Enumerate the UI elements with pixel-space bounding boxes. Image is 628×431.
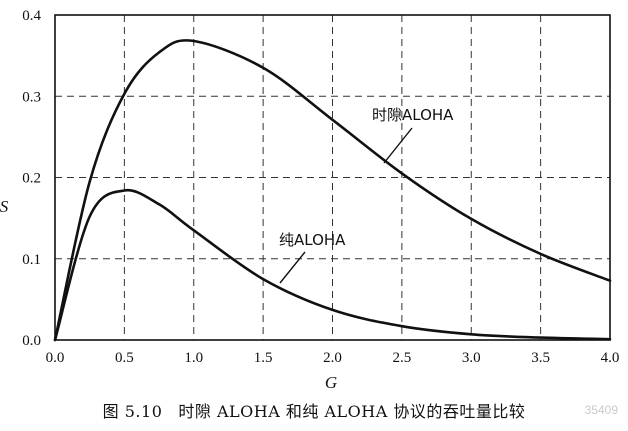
caption-text: 时隙 ALOHA 和纯 ALOHA 协议的吞吐量比较 (178, 402, 526, 421)
y-tick-label: 0.4 (22, 8, 41, 24)
y-tick-label: 0.1 (22, 252, 41, 268)
y-tick-label: 0.0 (22, 333, 41, 349)
x-tick-label: 3.0 (462, 350, 481, 366)
x-tick-label: 0.5 (115, 350, 134, 366)
slotted-aloha-label: 时隙ALOHA (372, 106, 454, 124)
x-tick-label: 1.0 (184, 350, 203, 366)
pure-aloha-leader (279, 251, 306, 284)
x-tick-label: 2.5 (393, 350, 412, 366)
figure-caption: 图 5.10 时隙 ALOHA 和纯 ALOHA 协议的吞吐量比较 (0, 398, 628, 422)
y-axis-title: S (0, 197, 9, 216)
x-tick-label: 1.5 (254, 350, 273, 366)
x-tick-label: 3.5 (531, 350, 550, 366)
grid (55, 15, 610, 340)
series-layer (53, 39, 612, 342)
pure-aloha-label: 纯ALOHA (279, 231, 346, 249)
pure-aloha-curve (53, 188, 612, 342)
caption-number: 图 5.10 (102, 402, 163, 421)
x-tick-label: 4.0 (601, 350, 620, 366)
x-tick-label: 2.0 (323, 350, 342, 366)
x-axis-title: G (325, 373, 337, 392)
slotted-aloha-curve (53, 39, 612, 342)
y-tick-label: 0.2 (22, 171, 41, 187)
x-tick-label: 0.0 (46, 350, 65, 366)
slotted-aloha-leader (383, 127, 413, 164)
y-tick-label: 0.3 (22, 89, 41, 105)
watermark: 35409 (584, 403, 618, 417)
plot-frame (54, 14, 611, 341)
tick-labels: 0.0 0.5 1.0 1.5 2.0 2.5 3.0 3.5 4.0 0.0 0.1 0.2 0.3 0… (22, 8, 619, 366)
